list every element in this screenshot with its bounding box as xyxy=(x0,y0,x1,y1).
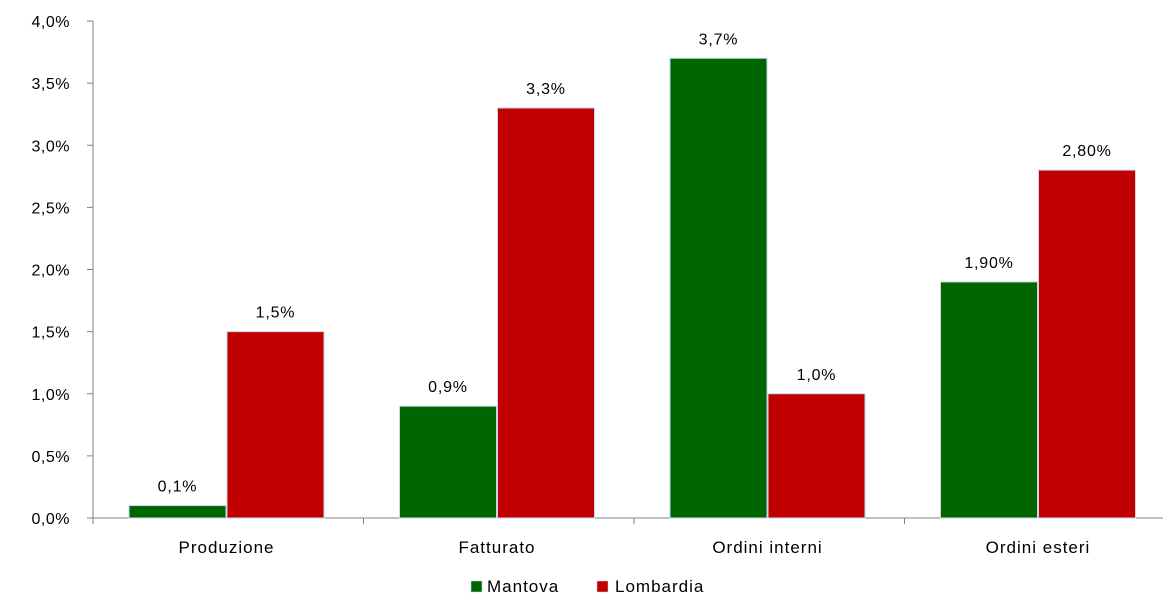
legend-swatch-lombardia xyxy=(597,581,608,592)
x-category-label: Ordini esteri xyxy=(986,538,1091,557)
legend: Mantova Lombardia xyxy=(471,577,704,596)
x-category-label: Fatturato xyxy=(458,538,535,557)
legend-label-lombardia: Lombardia xyxy=(615,577,704,596)
bar-mantova-3 xyxy=(941,282,1038,518)
y-tick-label: 2,0% xyxy=(32,263,70,280)
x-category-label: Produzione xyxy=(178,538,274,557)
data-label-lombardia-0: 1,5% xyxy=(256,305,296,322)
data-label-lombardia-2: 1,0% xyxy=(797,367,837,384)
y-tick-label: 3,5% xyxy=(32,76,70,93)
legend-swatch-mantova xyxy=(471,581,482,592)
data-label-lombardia-3: 2,80% xyxy=(1062,143,1111,160)
bars xyxy=(129,58,1136,518)
y-tick-label: 1,0% xyxy=(32,387,70,404)
x-category-label: Ordini interni xyxy=(712,538,822,557)
y-tick-label: 0,0% xyxy=(32,511,70,528)
data-label-mantova-3: 1,90% xyxy=(964,255,1013,272)
y-tick-label: 3,0% xyxy=(32,138,70,155)
bar-mantova-1 xyxy=(400,406,497,518)
y-tick-label: 4,0% xyxy=(32,14,70,31)
legend-label-mantova: Mantova xyxy=(487,577,559,596)
bar-mantova-0 xyxy=(129,506,226,518)
bar-lombardia-2 xyxy=(768,394,865,518)
bar-lombardia-1 xyxy=(498,108,595,518)
y-tick-label: 2,5% xyxy=(32,200,70,217)
data-label-mantova-2: 3,7% xyxy=(699,31,739,48)
data-label-lombardia-1: 3,3% xyxy=(526,81,566,98)
y-tick-label: 0,5% xyxy=(32,449,70,466)
data-label-mantova-1: 0,9% xyxy=(428,379,468,396)
data-label-mantova-0: 0,1% xyxy=(158,479,198,496)
bar-lombardia-3 xyxy=(1039,170,1136,518)
y-tick-label: 1,5% xyxy=(32,325,70,342)
bar-mantova-2 xyxy=(670,58,767,518)
bar-lombardia-0 xyxy=(227,332,324,518)
